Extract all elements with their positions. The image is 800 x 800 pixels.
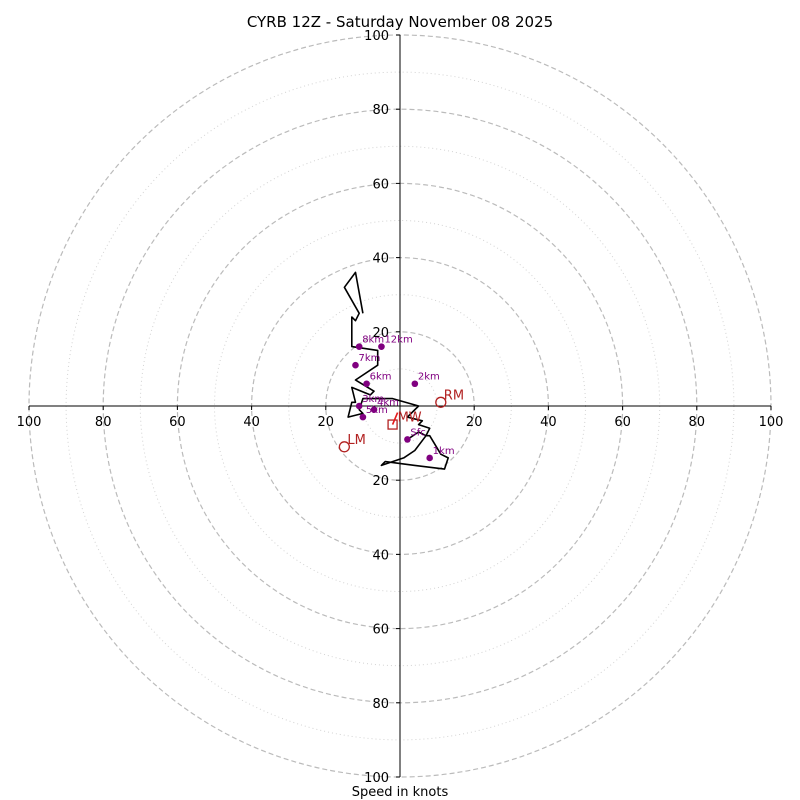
x-tick-label: 100 — [17, 415, 42, 430]
y-tick-label: 100 — [364, 29, 389, 44]
y-tick-label: 100 — [364, 771, 389, 786]
x-tick-label: 40 — [540, 415, 557, 430]
y-tick-label: 20 — [372, 326, 389, 341]
x-tick-label: 100 — [759, 415, 784, 430]
altitude-label-6km: 6km — [370, 372, 392, 383]
altitude-marker-5km — [359, 413, 367, 421]
y-tick-label: 40 — [372, 548, 389, 563]
x-tick-label: 40 — [243, 415, 260, 430]
altitude-marker-2km — [411, 380, 419, 388]
altitude-label-8km: 8km — [362, 335, 384, 346]
altitude-marker-8km — [355, 343, 363, 350]
x-tick-label: 80 — [689, 415, 706, 430]
altitude-marker-6km — [363, 380, 370, 388]
altitude-label-Sfc: Sfc — [410, 427, 425, 438]
mean-wind-marker — [387, 419, 398, 430]
altitude-marker-4km — [370, 406, 378, 414]
storm-motion-label-RM: RM — [444, 388, 464, 403]
chart-title: CYRB 12Z - Saturday November 08 2025 — [247, 13, 553, 31]
x-tick-label: 20 — [318, 415, 335, 430]
tick-labels: 100 80 60 40 20 20 40 60 80 100 100 80 60 40 20 20 40 60 8… — [17, 29, 784, 786]
altitude-marker-7km — [352, 361, 359, 369]
y-tick-label: 80 — [372, 103, 389, 118]
storm-motion-marker-LM — [338, 441, 351, 453]
altitude-label-5km: 5km — [366, 405, 388, 416]
x-tick-label: 60 — [614, 415, 631, 430]
y-tick-label: 20 — [372, 474, 389, 489]
altitude-label-4km: 4km — [377, 398, 399, 409]
y-tick-label: 80 — [372, 697, 389, 712]
y-tick-label: 60 — [372, 623, 389, 638]
altitude-label-12km: 12km — [384, 335, 412, 346]
axes — [29, 35, 771, 777]
altitude-label-2km: 2km — [418, 372, 440, 383]
x-tick-label: 60 — [169, 415, 186, 430]
altitude-marker-1km — [426, 454, 433, 462]
x-tick-label: 80 — [95, 415, 112, 430]
y-tick-label: 40 — [372, 252, 389, 267]
altitude-label-7km: 7km — [358, 353, 380, 364]
x-axis-label: Speed in knots — [352, 785, 449, 800]
altitude-marker-Sfc — [404, 436, 411, 443]
storm-motion-label-LM: LM — [347, 433, 365, 448]
storm-motion-marker-RM — [435, 396, 447, 408]
mean-wind-label: MW — [398, 411, 422, 426]
altitude-label-3km: 3km — [362, 394, 384, 405]
x-tick-label: 20 — [466, 415, 483, 430]
altitude-label-1km: 1km — [433, 446, 455, 457]
altitude-marker-12km — [378, 343, 385, 350]
y-tick-label: 60 — [372, 177, 389, 192]
altitude-marker-3km — [355, 402, 363, 410]
storm-motion-markers: RM LM MW — [338, 388, 464, 453]
mean-wind-vector — [391, 412, 399, 425]
